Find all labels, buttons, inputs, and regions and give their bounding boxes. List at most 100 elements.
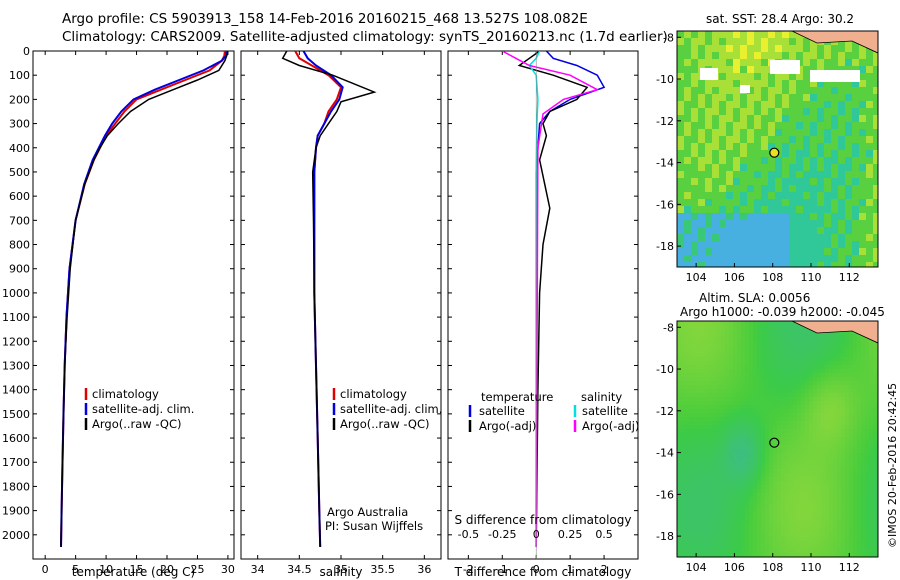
map-cell bbox=[837, 501, 841, 505]
map-cell bbox=[873, 136, 878, 143]
map-cell bbox=[777, 345, 781, 349]
map-cell bbox=[838, 129, 845, 136]
map-cell bbox=[852, 199, 859, 206]
map-cell bbox=[821, 505, 825, 509]
map-cell bbox=[817, 206, 824, 213]
map-cell bbox=[845, 473, 849, 477]
map-cell bbox=[677, 533, 681, 537]
map-cell bbox=[809, 373, 813, 377]
map-cell bbox=[809, 425, 813, 429]
sla-map-subtitle: Argo h1000: -0.039 h2000: -0.045 bbox=[680, 305, 885, 319]
map-cell bbox=[740, 213, 747, 220]
map-cell bbox=[712, 206, 719, 213]
map-cell bbox=[775, 115, 782, 122]
map-cell bbox=[837, 437, 841, 441]
map-cell bbox=[712, 108, 719, 115]
map-cell bbox=[866, 234, 873, 241]
map-cell bbox=[705, 178, 712, 185]
map-cell bbox=[705, 401, 709, 405]
map-cell bbox=[737, 321, 741, 325]
map-cell bbox=[705, 361, 709, 365]
map-cell bbox=[809, 377, 813, 381]
map-cell bbox=[805, 405, 809, 409]
map-cell bbox=[789, 337, 793, 341]
map-cell bbox=[821, 453, 825, 457]
map-cell bbox=[717, 509, 721, 513]
map-cell bbox=[825, 453, 829, 457]
map-cell bbox=[745, 489, 749, 493]
map-cell bbox=[705, 541, 709, 545]
map-cell bbox=[853, 525, 857, 529]
map-cell bbox=[757, 533, 761, 537]
map-cell bbox=[717, 541, 721, 545]
map-cell bbox=[785, 477, 789, 481]
map-cell bbox=[725, 493, 729, 497]
map-cell bbox=[747, 185, 754, 192]
map-cell bbox=[849, 341, 853, 345]
map-cell bbox=[705, 185, 712, 192]
cloud-gap bbox=[770, 60, 800, 74]
map-cell bbox=[813, 441, 817, 445]
map-cell bbox=[757, 393, 761, 397]
map-cell bbox=[793, 529, 797, 533]
map-cell bbox=[721, 417, 725, 421]
map-cell bbox=[745, 385, 749, 389]
map-cell bbox=[729, 413, 733, 417]
map-cell bbox=[789, 45, 796, 52]
map-cell bbox=[745, 553, 749, 557]
map-cell bbox=[789, 115, 796, 122]
map-cell bbox=[789, 425, 793, 429]
map-cell bbox=[801, 377, 805, 381]
map-cell bbox=[769, 321, 773, 325]
map-cell bbox=[803, 143, 810, 150]
map-cell bbox=[796, 45, 803, 52]
map-cell bbox=[701, 369, 705, 373]
map-cell bbox=[857, 485, 861, 489]
map-cell bbox=[712, 164, 719, 171]
map-cell bbox=[737, 433, 741, 437]
map-cell bbox=[852, 178, 859, 185]
map-cell bbox=[813, 369, 817, 373]
map-cell bbox=[753, 429, 757, 433]
map-cell bbox=[749, 469, 753, 473]
map-cell bbox=[793, 365, 797, 369]
map-cell bbox=[737, 553, 741, 557]
map-cell bbox=[824, 108, 831, 115]
map-cell bbox=[789, 545, 793, 549]
map-cell bbox=[869, 397, 873, 401]
map-cell bbox=[721, 517, 725, 521]
map-cell bbox=[733, 461, 737, 465]
map-cell bbox=[821, 497, 825, 501]
map-cell bbox=[782, 94, 789, 101]
map-cell bbox=[701, 521, 705, 525]
map-cell bbox=[777, 397, 781, 401]
map-cell bbox=[677, 321, 681, 325]
map-cell bbox=[754, 59, 761, 66]
map-cell bbox=[777, 417, 781, 421]
map-cell bbox=[857, 437, 861, 441]
map-cell bbox=[677, 497, 681, 501]
map-cell bbox=[831, 255, 838, 262]
legend-heading: salinity bbox=[581, 390, 622, 404]
map-cell bbox=[861, 441, 865, 445]
map-cell bbox=[829, 385, 833, 389]
map-cell bbox=[733, 192, 740, 199]
map-cell bbox=[793, 457, 797, 461]
map-cell bbox=[721, 445, 725, 449]
map-cell bbox=[803, 115, 810, 122]
map-cell bbox=[859, 150, 866, 157]
map-cell bbox=[797, 333, 801, 337]
map-cell bbox=[837, 485, 841, 489]
map-cell bbox=[741, 349, 745, 353]
map-cell bbox=[782, 185, 789, 192]
map-cell bbox=[749, 501, 753, 505]
map-cell bbox=[775, 129, 782, 136]
map-cell bbox=[701, 457, 705, 461]
map-cell bbox=[781, 425, 785, 429]
map-cell bbox=[775, 248, 782, 255]
map-cell bbox=[725, 453, 729, 457]
map-cell bbox=[713, 321, 717, 325]
map-cell bbox=[813, 341, 817, 345]
map-cell bbox=[681, 541, 685, 545]
map-cell bbox=[765, 453, 769, 457]
